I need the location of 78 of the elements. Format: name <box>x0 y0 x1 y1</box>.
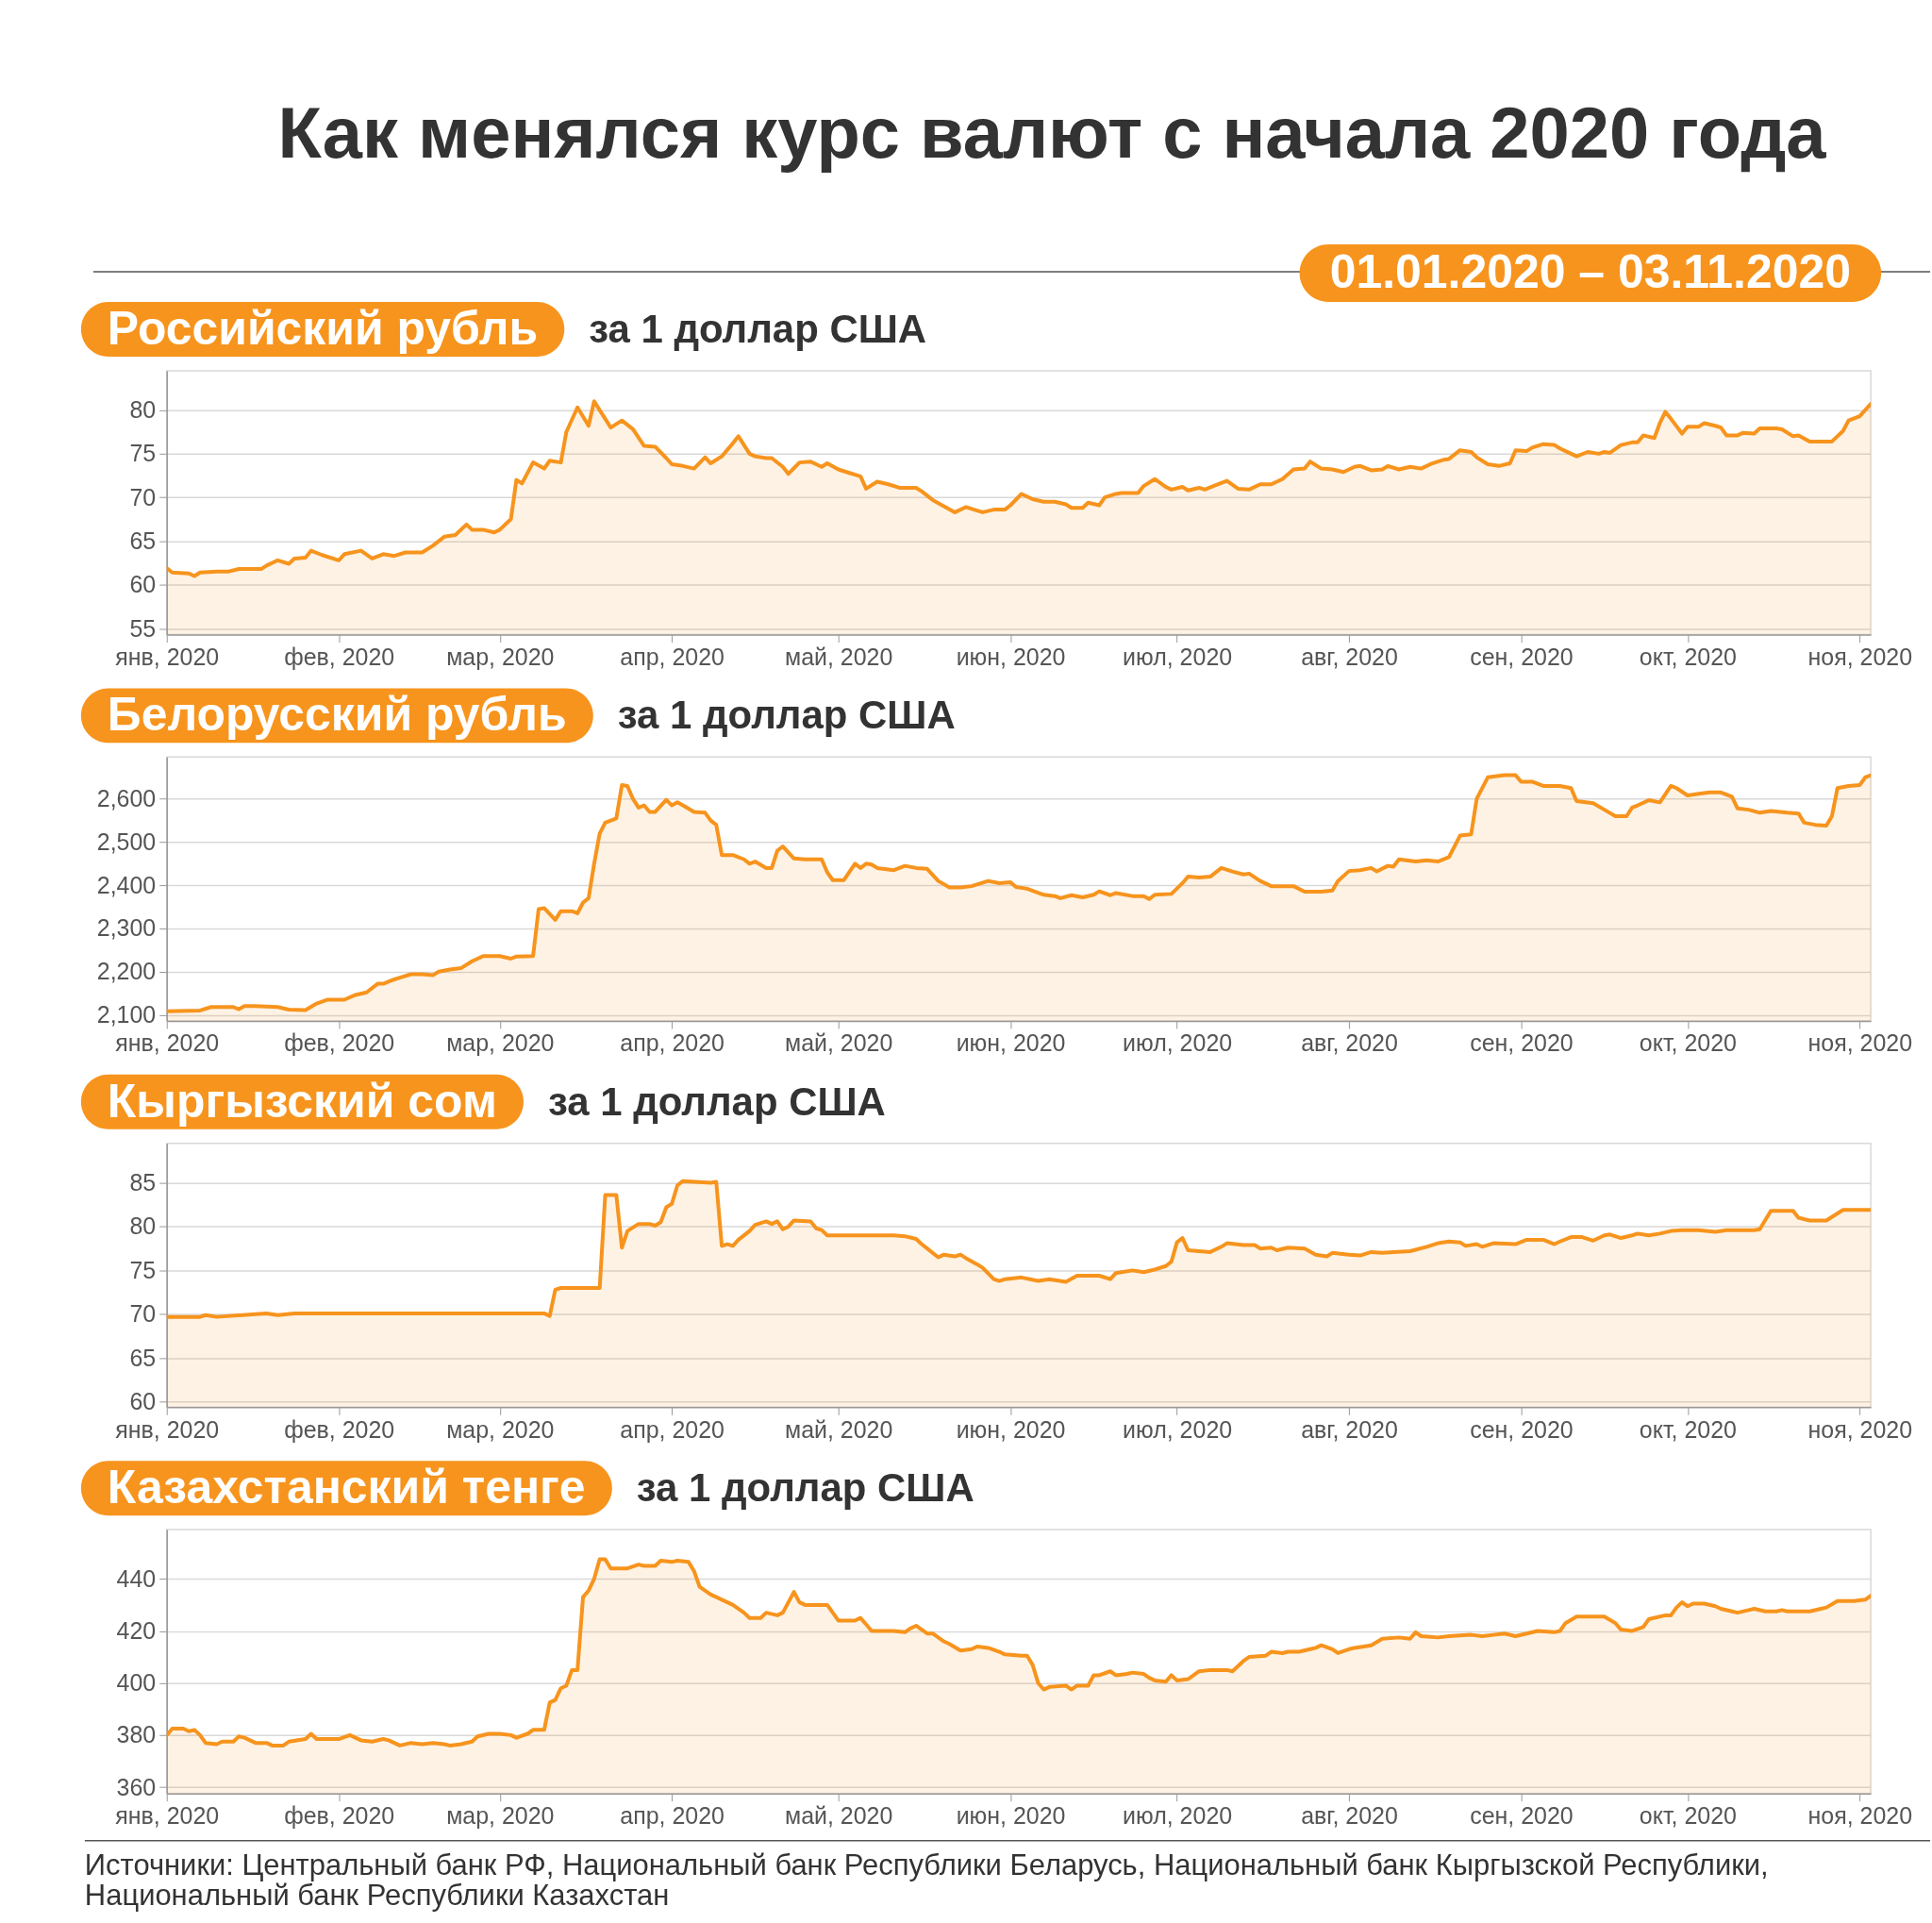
y-tick-label: 440 <box>116 1564 157 1592</box>
x-tick-label: апр, 2020 <box>620 643 724 670</box>
x-tick-label: июл, 2020 <box>1123 1802 1233 1830</box>
x-tick-label: сен, 2020 <box>1470 1415 1574 1443</box>
x-tick-label: фев, 2020 <box>284 1415 395 1443</box>
y-tick-label: 65 <box>129 1344 157 1371</box>
y-tick-label: 2,200 <box>96 958 157 985</box>
chart-subtitle: за 1 доллар США <box>589 306 927 351</box>
x-tick-label: ноя, 2020 <box>1807 1415 1913 1443</box>
y-tick-label: 60 <box>129 1388 157 1415</box>
x-tick-label: окт, 2020 <box>1639 643 1737 670</box>
x-tick-label: сен, 2020 <box>1470 643 1574 670</box>
chart-title: Кыргызский сом <box>107 1074 497 1128</box>
x-tick-label: сен, 2020 <box>1470 1029 1574 1057</box>
x-tick-label: мар, 2020 <box>446 643 555 670</box>
x-tick-label: янв, 2020 <box>115 1802 220 1830</box>
x-tick-label: окт, 2020 <box>1639 1802 1737 1830</box>
x-tick-label: мар, 2020 <box>446 1802 555 1830</box>
y-tick-label: 420 <box>116 1616 157 1644</box>
text: 01.01.2020 – 03.11.2020 <box>1329 245 1851 299</box>
chart-subtitle: за 1 доллар США <box>547 1079 886 1124</box>
x-tick-label: фев, 2020 <box>284 643 395 670</box>
x-tick-label: май, 2020 <box>785 643 893 670</box>
y-tick-label: 2,100 <box>96 1000 157 1028</box>
chart-subtitle: за 1 доллар США <box>636 1465 974 1511</box>
chart-title: Российский рубль <box>107 301 539 355</box>
text: Как менялся курс валют с начала 2020 года <box>277 92 1827 174</box>
x-tick-label: окт, 2020 <box>1639 1029 1737 1057</box>
y-tick-label: 80 <box>129 396 157 424</box>
y-tick-label: 360 <box>116 1773 157 1800</box>
x-tick-label: апр, 2020 <box>620 1802 724 1830</box>
y-tick-label: 70 <box>129 483 157 510</box>
chart-subtitle: за 1 доллар США <box>617 693 956 738</box>
y-tick-label: 75 <box>129 440 157 467</box>
chart-title: Казахстанский тенге <box>107 1461 586 1514</box>
x-tick-label: окт, 2020 <box>1639 1415 1737 1443</box>
x-tick-label: ноя, 2020 <box>1807 1029 1913 1057</box>
x-tick-label: мар, 2020 <box>446 1415 555 1443</box>
y-tick-label: 80 <box>129 1212 157 1240</box>
x-tick-label: июл, 2020 <box>1123 1029 1233 1057</box>
x-tick-label: янв, 2020 <box>115 1415 220 1443</box>
text: Источники: Центральный банк РФ, Национальный банк Республики Беларусь, Национальный банк Кыргызской Республики, Национальный банк Республики Казахстан <box>84 1848 1769 1912</box>
x-tick-label: июл, 2020 <box>1123 643 1233 670</box>
x-tick-label: фев, 2020 <box>284 1029 395 1057</box>
y-tick-label: 400 <box>116 1669 157 1697</box>
x-tick-label: фев, 2020 <box>284 1802 395 1830</box>
x-tick-label: май, 2020 <box>785 1029 893 1057</box>
x-tick-label: июл, 2020 <box>1123 1415 1233 1443</box>
x-tick-label: авг, 2020 <box>1301 643 1398 670</box>
y-tick-label: 70 <box>129 1300 157 1328</box>
x-tick-label: ноя, 2020 <box>1807 1802 1913 1830</box>
x-tick-label: июн, 2020 <box>956 1802 1066 1830</box>
x-tick-label: июн, 2020 <box>956 643 1066 670</box>
x-tick-label: июн, 2020 <box>956 1415 1066 1443</box>
x-tick-label: мар, 2020 <box>446 1029 555 1057</box>
x-tick-label: ноя, 2020 <box>1807 643 1913 670</box>
x-tick-label: янв, 2020 <box>115 643 220 670</box>
x-tick-label: янв, 2020 <box>115 1029 220 1057</box>
y-tick-label: 2,400 <box>96 871 157 898</box>
x-tick-label: май, 2020 <box>785 1802 893 1830</box>
y-tick-label: 85 <box>129 1169 157 1196</box>
y-tick-label: 2,600 <box>96 785 157 812</box>
y-tick-label: 55 <box>129 614 157 642</box>
x-tick-label: авг, 2020 <box>1301 1802 1398 1830</box>
x-tick-label: авг, 2020 <box>1301 1415 1398 1443</box>
y-tick-label: 2,300 <box>96 914 157 942</box>
chart-title: Белорусский рубль <box>107 688 567 742</box>
y-tick-label: 2,500 <box>96 828 157 855</box>
x-tick-label: апр, 2020 <box>620 1029 724 1057</box>
x-tick-label: июн, 2020 <box>956 1029 1066 1057</box>
y-tick-label: 75 <box>129 1256 157 1283</box>
y-tick-label: 380 <box>116 1721 157 1748</box>
x-tick-label: май, 2020 <box>785 1415 893 1443</box>
y-tick-label: 60 <box>129 571 157 598</box>
x-tick-label: сен, 2020 <box>1470 1802 1574 1830</box>
x-tick-label: апр, 2020 <box>620 1415 724 1443</box>
x-tick-label: авг, 2020 <box>1301 1029 1398 1057</box>
y-tick-label: 65 <box>129 527 157 554</box>
